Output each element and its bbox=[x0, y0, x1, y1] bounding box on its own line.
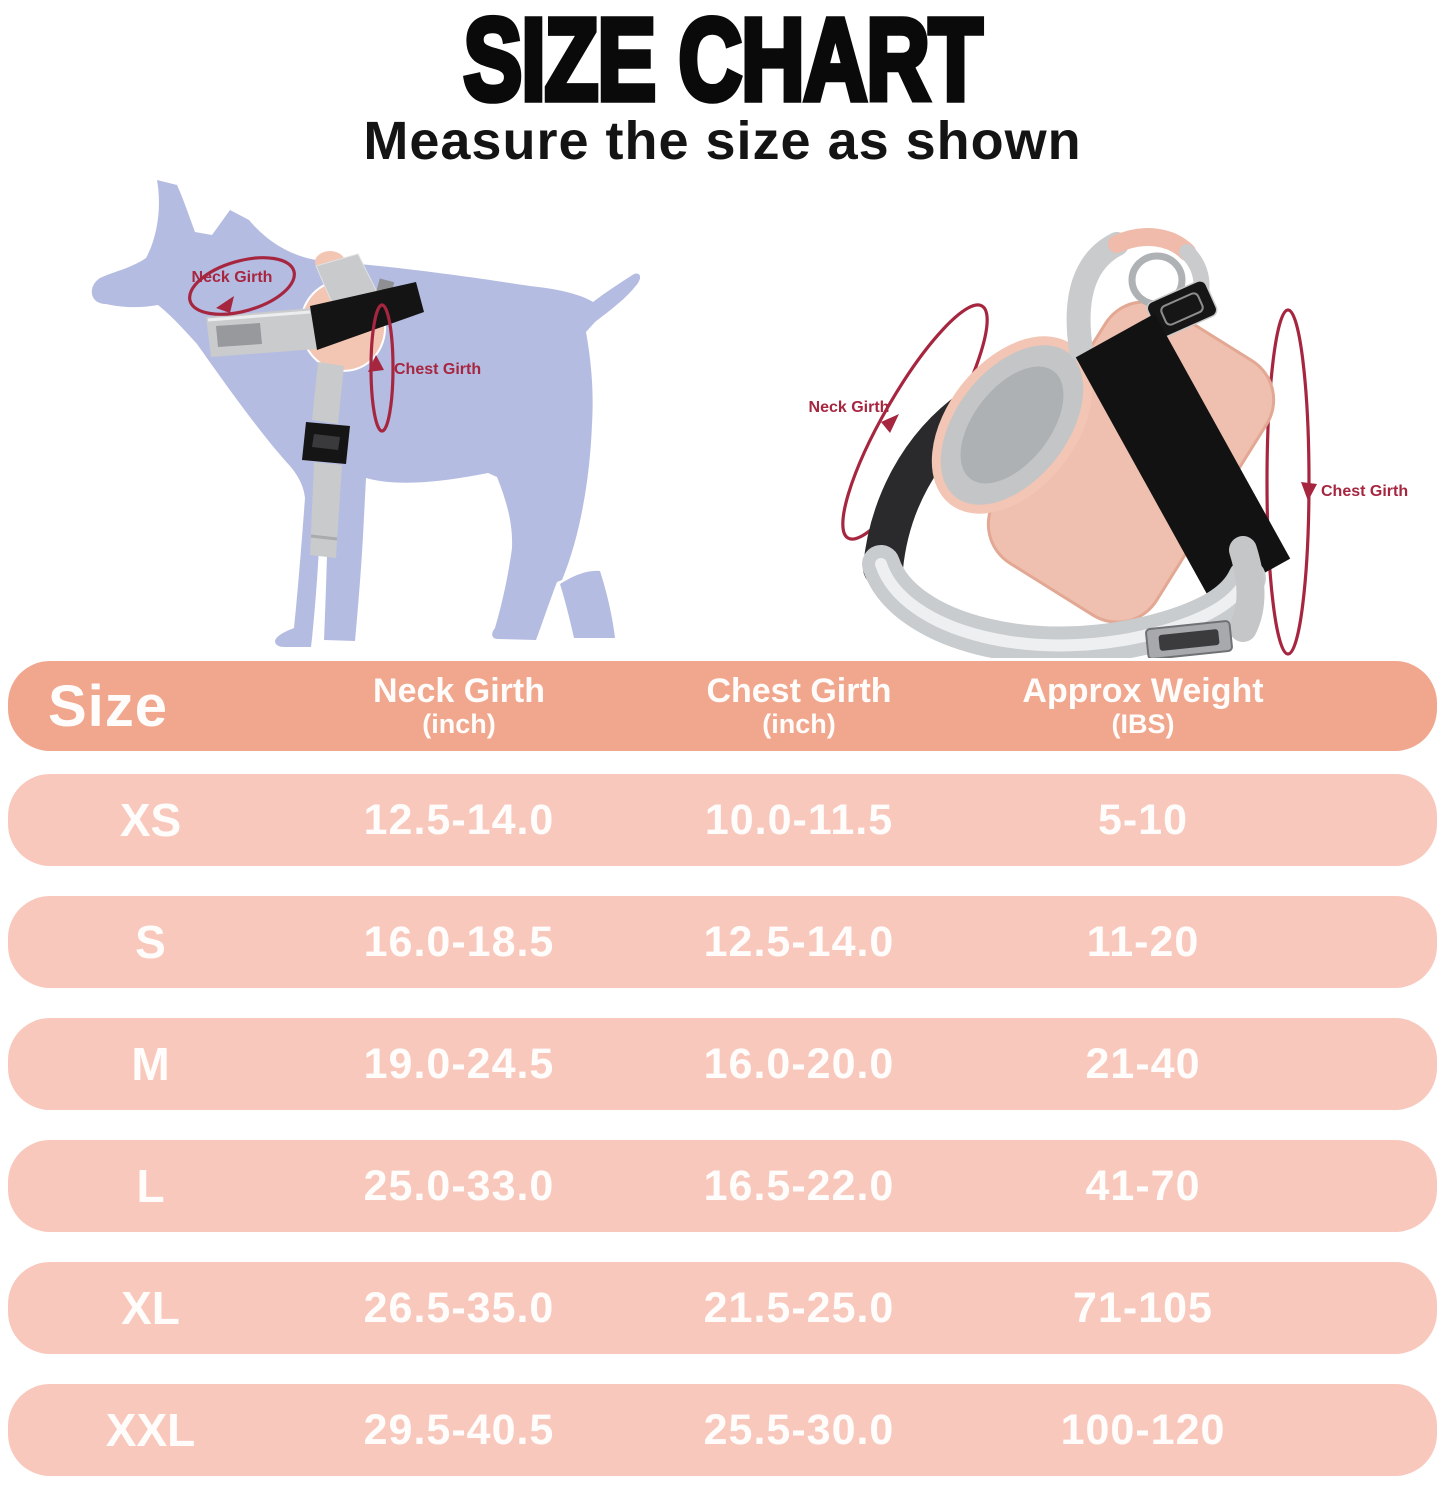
table-row-s: S 16.0-18.5 12.5-14.0 11-20 bbox=[8, 896, 1437, 988]
size-table: Size Neck Girth (inch) Chest Girth (inch… bbox=[8, 661, 1437, 1476]
column-header-unit: (IBS) bbox=[1111, 708, 1175, 739]
strap-adjuster-slot bbox=[1158, 629, 1220, 651]
column-header-unit: (inch) bbox=[422, 708, 496, 739]
page-title: SIZE CHART bbox=[461, 0, 985, 125]
chest-girth-cell: 10.0-11.5 bbox=[704, 795, 894, 844]
size-cell: XXL bbox=[105, 1404, 196, 1456]
harness-buckle-slot bbox=[312, 434, 340, 450]
chest-girth-label: Chest Girth bbox=[394, 361, 481, 378]
harness-belly-strap-reflective-stripe bbox=[875, 558, 1253, 652]
harness-strap-seam bbox=[310, 534, 338, 541]
dog-silhouette bbox=[91, 180, 641, 647]
harness-girth-strap-upper bbox=[312, 362, 344, 424]
neck-girth-cell: 26.5-35.0 bbox=[363, 1283, 555, 1332]
chest-girth-arrowhead bbox=[368, 355, 384, 372]
chest-girth-cell: 16.5-22.0 bbox=[703, 1161, 895, 1210]
harness-black-band bbox=[310, 282, 424, 350]
neck-girth-label: Neck Girth bbox=[809, 399, 890, 416]
weight-cell: 11-20 bbox=[1086, 917, 1200, 966]
neck-girth-cell: 16.0-18.5 bbox=[363, 917, 555, 966]
table-row-m: M 19.0-24.5 16.0-20.0 21-40 bbox=[8, 1018, 1437, 1110]
page-subtitle: Measure the size as shown bbox=[363, 111, 1082, 171]
harness-side-strap bbox=[1229, 536, 1265, 642]
column-header-neck-girth: Neck Girth (inch) bbox=[293, 673, 625, 739]
table-header-row: Size Neck Girth (inch) Chest Girth (inch… bbox=[8, 661, 1437, 751]
weight-cell: 5-10 bbox=[1097, 795, 1189, 844]
harness-girth-strap-lower bbox=[310, 462, 342, 558]
size-cell: XS bbox=[119, 794, 182, 846]
size-cell: L bbox=[136, 1160, 165, 1212]
column-header-label: Approx Weight bbox=[1022, 672, 1264, 711]
size-cell: M bbox=[131, 1038, 170, 1090]
harness-strap-highlight bbox=[207, 310, 311, 322]
column-header-unit: (inch) bbox=[762, 708, 836, 739]
chest-girth-label: Chest Girth bbox=[1321, 483, 1408, 500]
chest-girth-cell: 21.5-25.0 bbox=[703, 1283, 895, 1332]
table-row-l: L 25.0-33.0 16.5-22.0 41-70 bbox=[8, 1140, 1437, 1232]
neck-girth-cell: 25.0-33.0 bbox=[363, 1161, 555, 1210]
neck-girth-ellipse bbox=[188, 256, 296, 316]
chest-girth-cell: 12.5-14.0 bbox=[703, 917, 895, 966]
weight-cell: 71-105 bbox=[1073, 1283, 1213, 1332]
harness-strap-pad bbox=[216, 323, 262, 347]
neck-girth-cell: 19.0-24.5 bbox=[363, 1039, 555, 1088]
dog-measurement-diagram: Neck Girth Chest Girth bbox=[91, 180, 641, 647]
size-cell: XL bbox=[121, 1282, 180, 1334]
weight-cell: 100-120 bbox=[1060, 1405, 1226, 1454]
harness-handle-strap bbox=[1066, 232, 1129, 362]
table-row-xs: XS 12.5-14.0 10.0-11.5 5-10 bbox=[8, 774, 1437, 866]
column-header-label: Chest Girth bbox=[706, 672, 892, 711]
chest-girth-cell: 16.0-20.0 bbox=[703, 1039, 895, 1088]
column-header-approx-weight: Approx Weight (IBS) bbox=[973, 673, 1313, 739]
dog-far-rear-leg bbox=[560, 570, 615, 638]
chest-girth-arrowhead bbox=[1301, 482, 1317, 501]
chest-girth-cell: 25.5-30.0 bbox=[703, 1405, 895, 1454]
neck-girth-cell: 29.5-40.5 bbox=[363, 1405, 555, 1454]
column-header-size: Size bbox=[48, 673, 169, 739]
weight-cell: 41-70 bbox=[1085, 1161, 1201, 1210]
neck-girth-cell: 12.5-14.0 bbox=[363, 795, 555, 844]
harness-mesh-pad-inner bbox=[960, 366, 1064, 484]
column-header-label: Neck Girth bbox=[373, 672, 545, 711]
column-header-chest-girth: Chest Girth (inch) bbox=[625, 673, 973, 739]
table-row-xl: XL 26.5-35.0 21.5-25.0 71-105 bbox=[8, 1262, 1437, 1354]
size-cell: S bbox=[135, 916, 166, 968]
neck-girth-label: Neck Girth bbox=[192, 269, 273, 286]
harness-product-diagram: Neck Girth Chest Girth bbox=[809, 228, 1408, 658]
harness-velcro-band bbox=[1075, 313, 1291, 603]
table-row-xxl: XXL 29.5-40.5 25.5-30.0 100-120 bbox=[8, 1384, 1437, 1476]
chest-girth-ellipse bbox=[1265, 308, 1311, 656]
neck-girth-arrowhead bbox=[216, 296, 234, 313]
brand-patch-emblem bbox=[1160, 292, 1204, 326]
weight-cell: 21-40 bbox=[1085, 1039, 1201, 1088]
neck-girth-arrowhead bbox=[881, 414, 899, 433]
